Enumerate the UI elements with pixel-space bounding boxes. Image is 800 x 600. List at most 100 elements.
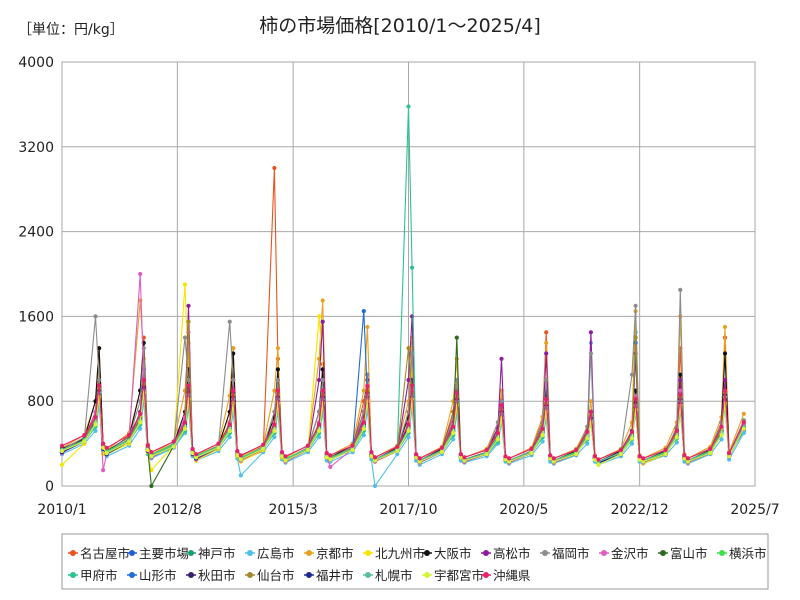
legend-item: 札幌市 xyxy=(363,568,413,583)
data-point xyxy=(361,309,366,314)
data-point xyxy=(272,165,277,171)
data-point xyxy=(227,435,232,440)
data-point xyxy=(503,454,508,459)
data-point xyxy=(633,303,638,308)
data-point xyxy=(641,456,646,461)
data-point xyxy=(171,439,176,444)
data-point xyxy=(741,411,746,416)
data-point xyxy=(406,422,411,427)
legend-item: 神戸市 xyxy=(186,546,236,561)
data-point xyxy=(406,377,411,383)
legend-item: 福井市 xyxy=(304,568,354,583)
legend-swatch-marker xyxy=(542,550,548,556)
data-point xyxy=(592,454,598,459)
data-point xyxy=(678,372,683,377)
legend-swatch-marker xyxy=(424,550,430,556)
legend: 名古屋市 主要市場 神戸市 広島市 京都市 北九州市 大阪市 高松市 福岡市 金沢市 富山市 横浜市甲… xyxy=(68,546,767,583)
data-point xyxy=(272,435,277,440)
data-point xyxy=(406,428,411,433)
x-tick-label: 2020/5 xyxy=(499,502,548,518)
grid xyxy=(61,61,756,487)
data-point xyxy=(182,420,188,425)
legend-label: 高松市 xyxy=(493,546,531,561)
data-point xyxy=(328,464,333,469)
data-point xyxy=(495,437,500,442)
data-point xyxy=(406,435,411,440)
data-point xyxy=(238,453,243,458)
data-point xyxy=(149,483,154,489)
data-point xyxy=(588,330,594,335)
legend-item: 沖縄県 xyxy=(481,568,531,583)
legend-swatch-marker xyxy=(70,550,76,556)
legend-item: 横浜市 xyxy=(717,546,767,561)
data-point xyxy=(406,104,411,109)
legend-label: 神戸市 xyxy=(198,546,236,561)
series-line xyxy=(61,392,745,466)
data-point xyxy=(93,428,98,433)
legend-label: 名古屋市 xyxy=(80,546,130,561)
legend-label: 福岡市 xyxy=(552,546,590,561)
data-point xyxy=(540,426,545,431)
data-point xyxy=(317,377,322,383)
data-point xyxy=(503,457,508,462)
data-point xyxy=(458,455,463,460)
data-point xyxy=(458,458,463,463)
data-point xyxy=(682,453,687,458)
data-point xyxy=(59,462,65,467)
legend-label: 沖縄県 xyxy=(493,568,531,583)
series-line xyxy=(61,379,745,461)
x-tick-label: 2025/7 xyxy=(730,502,779,518)
legend-label: 大阪市 xyxy=(434,546,472,561)
legend-swatch-marker xyxy=(719,550,725,556)
data-point xyxy=(544,377,549,383)
data-point xyxy=(93,415,98,420)
legend-swatch-marker xyxy=(247,550,253,556)
data-point xyxy=(283,458,288,463)
data-point xyxy=(637,454,642,459)
data-point xyxy=(97,346,102,351)
data-point xyxy=(275,377,280,383)
data-point xyxy=(588,399,594,404)
data-point xyxy=(596,457,601,462)
data-point xyxy=(674,440,679,445)
data-point xyxy=(585,436,590,441)
data-point xyxy=(235,448,240,454)
data-point xyxy=(551,459,556,464)
data-point xyxy=(499,356,504,361)
legend-label: 宇都宮市 xyxy=(434,568,484,583)
legend-swatch-marker xyxy=(365,572,371,578)
data-point xyxy=(685,459,691,464)
data-point xyxy=(365,384,370,389)
data-point xyxy=(186,303,191,308)
data-point xyxy=(127,433,132,438)
data-point xyxy=(261,446,266,451)
data-point xyxy=(678,392,683,397)
legend-swatch-marker xyxy=(365,550,371,556)
data-point xyxy=(637,457,642,462)
legend-label: 山形市 xyxy=(139,568,177,583)
data-point xyxy=(708,446,713,451)
data-point xyxy=(529,446,534,451)
data-point xyxy=(618,452,624,457)
data-point xyxy=(406,346,411,351)
data-point xyxy=(708,451,713,456)
data-point xyxy=(414,455,419,460)
legend-box xyxy=(61,533,769,590)
data-point xyxy=(365,324,370,330)
legend-item: 主要市場 xyxy=(127,546,189,561)
data-point xyxy=(417,456,422,461)
data-point xyxy=(462,455,467,460)
legend-label: 甲府市 xyxy=(80,568,118,583)
data-point xyxy=(685,456,691,461)
legend-swatch-marker xyxy=(129,572,135,578)
data-point xyxy=(410,265,415,270)
data-point xyxy=(741,426,746,431)
data-point xyxy=(231,388,236,393)
legend-item: 富山市 xyxy=(658,546,708,561)
y-tick-label: 2400 xyxy=(18,225,54,241)
legend-item: 金沢市 xyxy=(599,546,649,561)
data-point xyxy=(328,457,333,462)
data-point xyxy=(231,377,236,383)
x-tick-label: 2010/1 xyxy=(37,502,86,518)
data-point xyxy=(279,450,285,455)
